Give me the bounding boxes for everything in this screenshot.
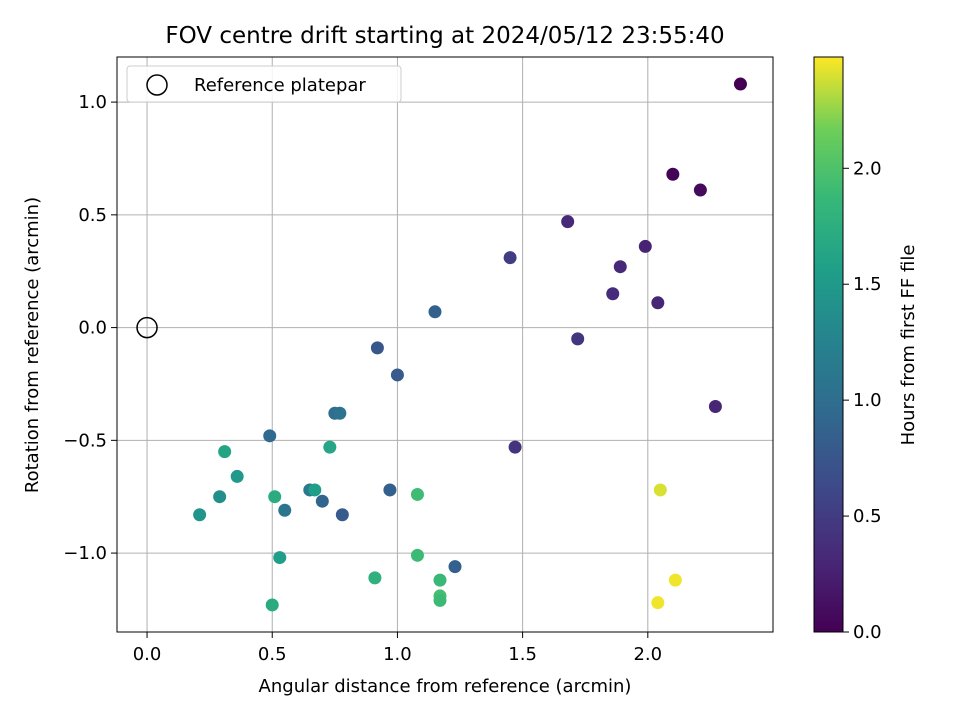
- data-point: [273, 551, 287, 565]
- data-point: [193, 508, 207, 522]
- data-point: [613, 260, 627, 274]
- plot-frame: [116, 56, 774, 633]
- data-point: [410, 487, 424, 501]
- data-point: [651, 596, 665, 610]
- data-point: [263, 429, 277, 443]
- x-tick-label: 1.5: [508, 644, 537, 665]
- colorbar-tick-label: 1.5: [853, 274, 882, 295]
- data-point: [651, 296, 665, 310]
- colorbar: [813, 56, 844, 633]
- y-tick-label: −1.0: [63, 543, 107, 564]
- data-point: [323, 440, 337, 454]
- chart-title: FOV centre drift starting at 2024/05/12 …: [165, 23, 724, 49]
- x-tick-label: 0.0: [133, 644, 162, 665]
- data-point: [693, 183, 707, 197]
- data-point: [333, 406, 347, 420]
- data-point: [368, 571, 382, 585]
- y-axis-ticks: −1.0 −0.5 0.0 0.5 1.0: [63, 92, 117, 564]
- data-point: [433, 573, 447, 587]
- scatter-points: [193, 77, 747, 612]
- data-point: [666, 167, 680, 181]
- y-tick-label: 0.0: [78, 318, 107, 339]
- colorbar-tick-label: 0.5: [853, 506, 882, 527]
- data-point: [265, 598, 279, 612]
- data-point: [606, 287, 620, 301]
- y-tick-label: 1.0: [78, 92, 107, 113]
- data-point: [390, 368, 404, 382]
- data-point: [503, 251, 517, 265]
- data-point: [335, 508, 349, 522]
- x-tick-label: 0.5: [258, 644, 287, 665]
- legend-marker-icon: [146, 74, 168, 96]
- colorbar-ticks: 0.0 0.5 1.0 1.5 2.0: [843, 158, 882, 643]
- x-axis-ticks: 0.0 0.5 1.0 1.5 2.0: [133, 632, 662, 665]
- legend-label: Reference platepar: [194, 75, 366, 96]
- data-point: [448, 560, 462, 574]
- y-tick-label: 0.5: [78, 205, 107, 226]
- data-point: [733, 77, 747, 91]
- data-point: [653, 483, 667, 497]
- data-point: [218, 445, 232, 459]
- data-point: [268, 490, 282, 504]
- x-tick-label: 1.0: [383, 644, 412, 665]
- colorbar-label: Hours from first FF file: [898, 245, 919, 446]
- data-point: [230, 469, 244, 483]
- data-point: [383, 483, 397, 497]
- reference-platepar-marker: [136, 316, 158, 339]
- colorbar-tick-label: 0.0: [853, 622, 882, 643]
- data-point: [561, 215, 575, 229]
- colorbar-tick-label: 2.0: [853, 158, 882, 179]
- data-point: [213, 490, 227, 504]
- data-point: [668, 573, 682, 587]
- y-tick-label: −0.5: [63, 430, 107, 451]
- data-point: [708, 400, 722, 414]
- legend: Reference platepar: [126, 65, 402, 103]
- y-axis-label: Rotation from reference (arcmin): [22, 197, 43, 493]
- legend-box: [126, 65, 402, 103]
- x-tick-label: 2.0: [633, 644, 662, 665]
- colorbar-tick-label: 1.0: [853, 390, 882, 411]
- data-point: [308, 483, 322, 497]
- x-axis-label: Angular distance from reference (arcmin): [259, 676, 632, 697]
- data-point: [508, 440, 522, 454]
- data-point: [315, 494, 329, 508]
- data-point: [638, 239, 652, 253]
- data-point: [428, 305, 442, 319]
- data-point: [370, 341, 384, 355]
- grid-lines: [117, 57, 773, 632]
- data-point: [410, 548, 424, 562]
- data-point: [278, 503, 292, 517]
- data-point: [433, 593, 447, 607]
- data-point: [571, 332, 585, 346]
